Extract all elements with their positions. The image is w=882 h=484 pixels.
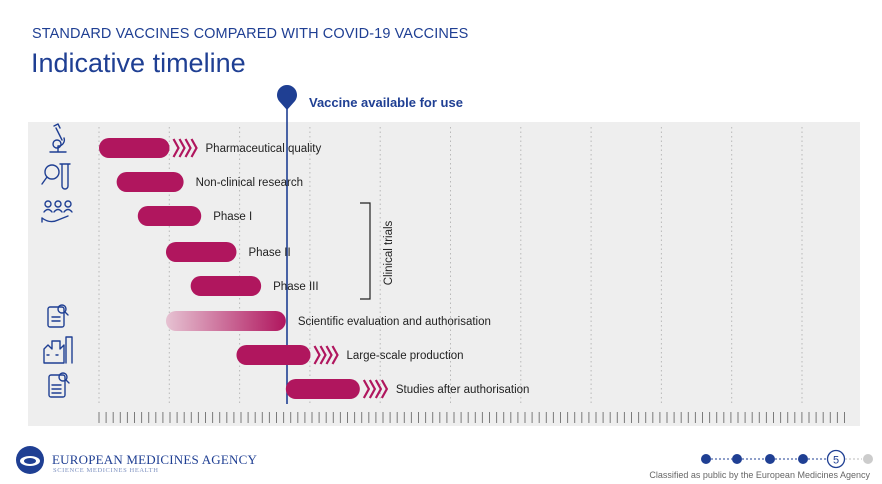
progress-dot bbox=[863, 454, 873, 464]
stage-bar bbox=[99, 138, 170, 158]
classification-note: Classified as public by the European Med… bbox=[649, 470, 870, 480]
slide-subtitle: STANDARD VACCINES COMPARED WITH COVID-19… bbox=[32, 26, 469, 42]
ema-logo-icon bbox=[16, 446, 44, 474]
stage-bar bbox=[285, 379, 360, 399]
microscope-icon bbox=[49, 123, 67, 153]
stage-bar bbox=[165, 311, 286, 331]
clinical-trials-bracket bbox=[360, 202, 371, 300]
people-icon bbox=[41, 200, 73, 223]
page-number: 5 bbox=[833, 455, 839, 467]
slide-title: Indicative timeline bbox=[31, 48, 246, 78]
progress-dot bbox=[732, 454, 742, 464]
progress-dot bbox=[798, 454, 808, 464]
stage-bar bbox=[165, 242, 237, 262]
test-tubes-icon bbox=[41, 163, 71, 190]
clipboard-search-icon bbox=[47, 304, 69, 328]
stage-bar bbox=[236, 345, 311, 365]
stage-label: Large-scale production bbox=[347, 350, 464, 362]
timeline-ticks bbox=[98, 412, 845, 423]
stage-row: Phase II bbox=[165, 242, 291, 262]
stage-label: Phase II bbox=[248, 247, 290, 259]
stage-row: Phase I bbox=[137, 206, 252, 226]
chevron-arrows-icon bbox=[172, 138, 198, 158]
chevron-arrows-icon bbox=[313, 345, 339, 365]
progress-dot bbox=[765, 454, 775, 464]
stage-label: Pharmaceutical quality bbox=[206, 143, 322, 155]
stage-label: Scientific evaluation and authorisation bbox=[298, 316, 491, 328]
stage-label: Phase I bbox=[213, 211, 252, 223]
stage-label: Phase III bbox=[273, 281, 318, 293]
availability-label: Vaccine available for use bbox=[309, 95, 463, 110]
stage-row: Large-scale production bbox=[236, 345, 464, 365]
chevron-arrows-icon bbox=[362, 379, 389, 399]
current-page-indicator bbox=[826, 449, 846, 469]
stage-icons bbox=[41, 123, 73, 398]
factory-icon bbox=[43, 336, 73, 364]
progress-dot bbox=[701, 454, 711, 464]
stage-bar bbox=[190, 276, 262, 296]
stage-bars: Pharmaceutical quality Non-clinical resea… bbox=[99, 138, 529, 399]
document-search-icon bbox=[48, 372, 70, 398]
stage-row: Pharmaceutical quality bbox=[99, 138, 321, 158]
stage-bar bbox=[137, 206, 202, 226]
agency-name: EUROPEAN MEDICINES AGENCY bbox=[52, 452, 258, 467]
slide-progress: 5 bbox=[701, 449, 873, 469]
clinical-trials-label: Clinical trials bbox=[383, 220, 395, 285]
location-pin-icon bbox=[277, 85, 298, 110]
stage-label: Studies after authorisation bbox=[396, 384, 530, 396]
stage-row: Non-clinical research bbox=[116, 172, 303, 192]
stage-bar bbox=[116, 172, 184, 192]
timeline-grid bbox=[98, 127, 803, 404]
agency-tagline: SCIENCE MEDICINES HEALTH bbox=[53, 467, 159, 474]
stage-row: Phase III bbox=[190, 276, 319, 296]
stage-row: Scientific evaluation and authorisation bbox=[165, 311, 491, 331]
stage-label: Non-clinical research bbox=[196, 177, 303, 189]
stage-row: Studies after authorisation bbox=[285, 379, 530, 399]
